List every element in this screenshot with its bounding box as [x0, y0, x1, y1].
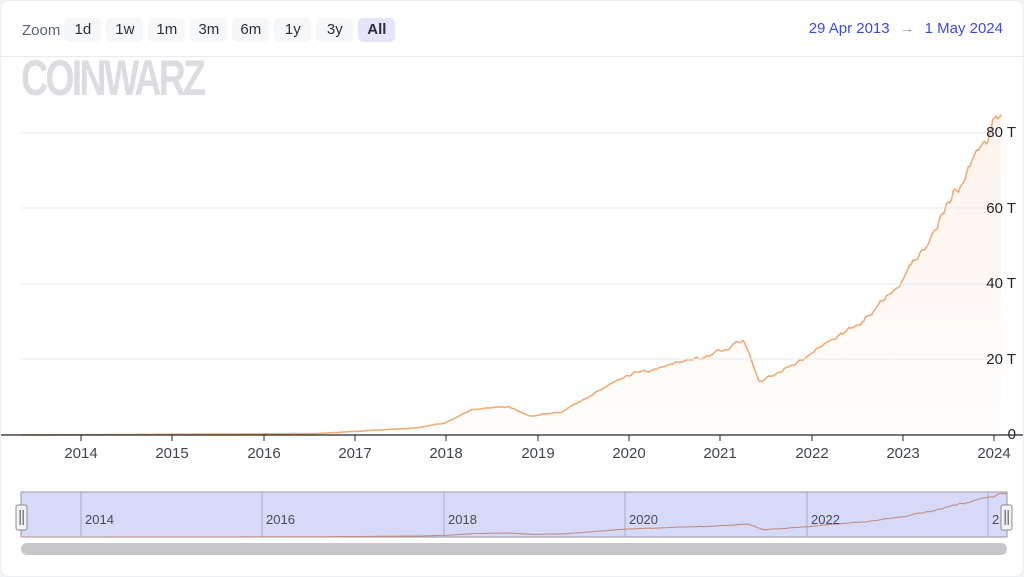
svg-text:2020: 2020	[612, 445, 645, 462]
svg-text:2020: 2020	[629, 512, 658, 527]
svg-text:2017: 2017	[338, 445, 371, 462]
svg-text:20 T: 20 T	[986, 351, 1016, 368]
svg-text:2022: 2022	[811, 512, 840, 527]
svg-text:2014: 2014	[85, 512, 114, 527]
svg-text:2015: 2015	[155, 445, 188, 462]
svg-text:2019: 2019	[521, 445, 554, 462]
svg-text:2024: 2024	[977, 445, 1010, 462]
svg-text:0: 0	[1008, 426, 1016, 443]
svg-text:2022: 2022	[795, 445, 828, 462]
svg-text:2016: 2016	[247, 445, 280, 462]
svg-text:2023: 2023	[886, 445, 919, 462]
svg-text:2016: 2016	[266, 512, 295, 527]
svg-text:2018: 2018	[448, 512, 477, 527]
svg-text:40 T: 40 T	[986, 275, 1016, 292]
svg-text:2014: 2014	[64, 445, 97, 462]
svg-text:2018: 2018	[429, 445, 462, 462]
svg-text:60 T: 60 T	[986, 200, 1016, 217]
svg-text:2021: 2021	[703, 445, 736, 462]
svg-text:80 T: 80 T	[986, 124, 1016, 141]
